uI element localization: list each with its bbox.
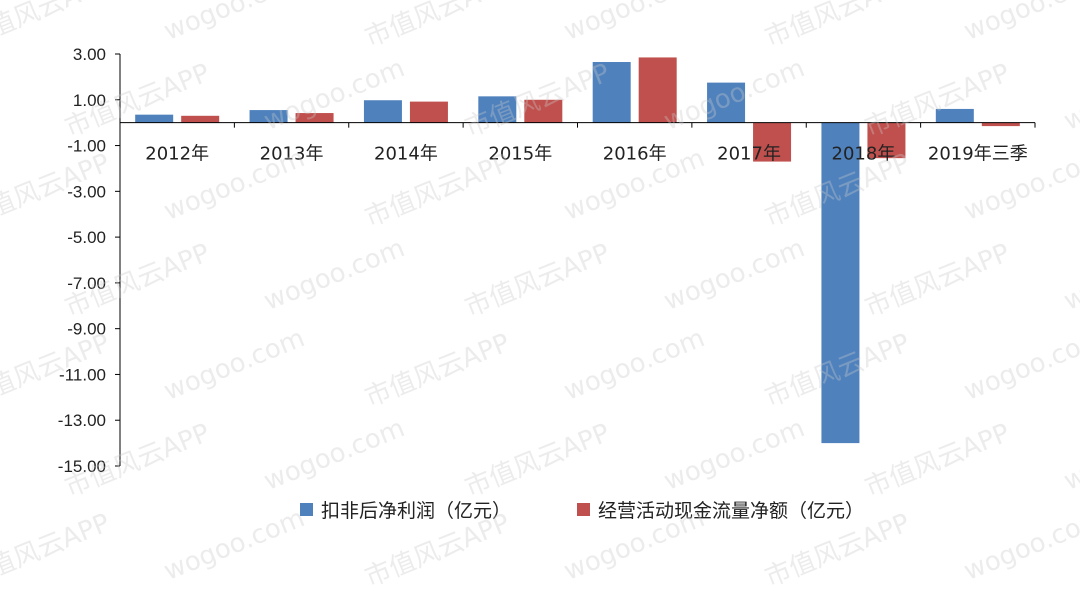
bar-series-1 (821, 122, 860, 444)
x-category-label: 2015年 (488, 144, 552, 165)
y-tick-label: -9.00 (67, 320, 106, 339)
y-tick-label: -7.00 (67, 274, 106, 293)
x-category-label: 2013年 (260, 144, 324, 165)
x-category-label: 2018年 (832, 144, 896, 165)
x-category-label: 2016年 (603, 144, 667, 165)
legend-item-series-2: 经营活动现金流量净额（亿元） (577, 496, 864, 523)
bar-series-2 (981, 122, 1020, 127)
bar-series-1 (707, 82, 746, 123)
bar-series-2 (524, 99, 563, 123)
x-category-label: 2014年 (374, 144, 438, 165)
x-category-label: 2012年 (145, 144, 209, 165)
bar-series-2 (638, 57, 677, 123)
bar-series-2 (409, 101, 448, 123)
y-tick-label: 1.00 (73, 91, 106, 110)
y-tick-label: -11.00 (59, 365, 106, 384)
bar-chart: 3.00 1.00 -1.00 -3.00 -5.00 -7.00 -9.00 -11.00 -… (58, 45, 1036, 476)
y-tick-label: -3.00 (67, 182, 106, 201)
bar-series-2 (867, 122, 906, 159)
legend-label-series-2: 经营活动现金流量净额（亿元） (598, 500, 865, 522)
bar-series-1 (135, 114, 174, 123)
bar-series-2 (753, 122, 792, 162)
bar-series-2 (295, 113, 334, 123)
bar-series-1 (592, 62, 631, 123)
bar-series-2 (181, 115, 220, 123)
bar-series-1 (478, 96, 517, 123)
bar-series-1 (935, 108, 974, 123)
legend-swatch-series-1 (300, 503, 313, 516)
y-tick-label: -15.00 (58, 457, 106, 476)
legend: 扣非后净利润（亿元） 经营活动现金流量净额（亿元） (0, 496, 1080, 526)
x-category-label: 2017年 (717, 144, 781, 165)
y-tick-label: 3.00 (73, 45, 106, 64)
y-tick-label: -13.00 (58, 411, 106, 430)
y-tick-label: -1.00 (67, 137, 106, 156)
x-category-label: 2019年三季 (928, 144, 1028, 165)
bar-series-1 (363, 100, 402, 123)
y-tick-label: -5.00 (67, 228, 106, 247)
legend-swatch-series-2 (577, 503, 590, 516)
legend-item-series-1: 扣非后净利润（亿元） (300, 496, 511, 523)
bar-series-1 (249, 110, 288, 123)
legend-label-series-1: 扣非后净利润（亿元） (321, 500, 512, 522)
